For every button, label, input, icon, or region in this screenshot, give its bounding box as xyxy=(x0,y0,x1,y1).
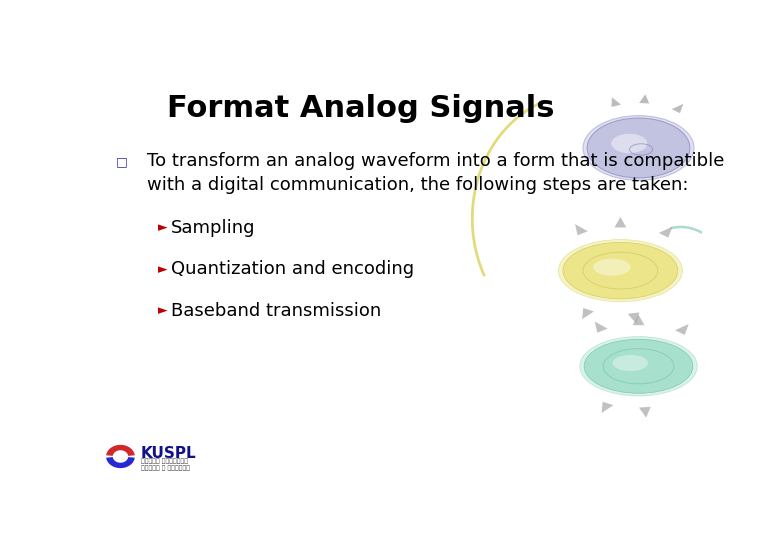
Ellipse shape xyxy=(587,118,690,178)
Polygon shape xyxy=(628,313,640,323)
Polygon shape xyxy=(639,94,649,104)
Text: ►: ► xyxy=(158,305,168,318)
Ellipse shape xyxy=(583,116,694,180)
Ellipse shape xyxy=(612,134,647,153)
Polygon shape xyxy=(675,324,689,335)
Text: ►: ► xyxy=(158,221,168,234)
Text: with a digital communication, the following steps are taken:: with a digital communication, the follow… xyxy=(147,176,689,193)
Polygon shape xyxy=(639,407,651,417)
Polygon shape xyxy=(615,217,626,227)
Ellipse shape xyxy=(584,339,693,393)
Ellipse shape xyxy=(593,259,630,276)
Polygon shape xyxy=(601,402,613,413)
Text: 경북대학교 지식유비쿼터스
서비스처리 및 지능화연구실: 경북대학교 지식유비쿼터스 서비스처리 및 지능화연구실 xyxy=(141,458,190,471)
Polygon shape xyxy=(672,104,683,113)
Text: Quantization and encoding: Quantization and encoding xyxy=(172,260,414,279)
Ellipse shape xyxy=(558,240,682,302)
Polygon shape xyxy=(575,224,588,235)
Text: Baseband transmission: Baseband transmission xyxy=(172,302,381,320)
Text: Format Analog Signals: Format Analog Signals xyxy=(167,94,555,123)
Ellipse shape xyxy=(612,355,648,371)
Text: ►: ► xyxy=(158,263,168,276)
Text: Sampling: Sampling xyxy=(172,219,256,237)
Polygon shape xyxy=(595,321,608,333)
Text: To transform an analog waveform into a form that is compatible: To transform an analog waveform into a f… xyxy=(147,152,725,170)
Ellipse shape xyxy=(580,336,697,396)
Polygon shape xyxy=(612,97,621,107)
Polygon shape xyxy=(633,315,644,325)
Polygon shape xyxy=(659,227,672,238)
Text: □: □ xyxy=(115,155,127,168)
Polygon shape xyxy=(106,445,135,456)
Ellipse shape xyxy=(563,242,678,299)
Text: KUSPL: KUSPL xyxy=(141,446,197,461)
Polygon shape xyxy=(106,457,135,468)
Polygon shape xyxy=(582,308,594,319)
